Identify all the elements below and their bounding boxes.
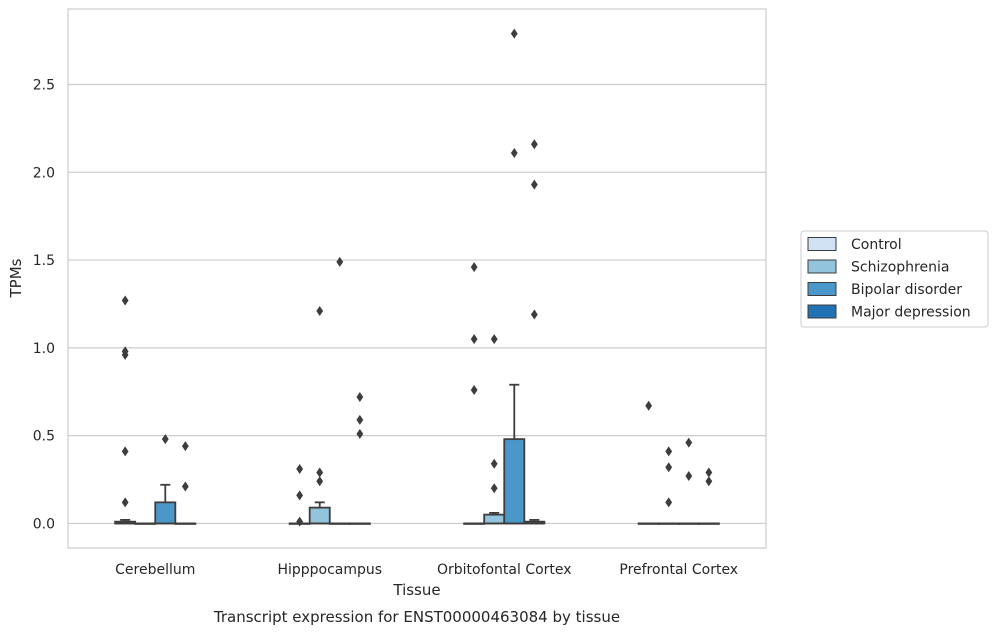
- legend: Control Schizophrenia Bipolar disorder Majo…: [800, 230, 989, 328]
- outliers: [121, 28, 713, 527]
- box-group: [697, 522, 720, 525]
- chart-caption: Transcript expression for ENST0000046308…: [213, 608, 620, 626]
- outlier-point: [356, 392, 364, 403]
- outlier-point: [645, 400, 653, 411]
- box-group: [523, 519, 546, 525]
- outlier-point: [510, 28, 518, 39]
- box-body: [154, 501, 177, 525]
- outlier-point: [705, 476, 713, 487]
- y-tick-label: 0.0: [33, 516, 55, 532]
- box-group: [483, 511, 506, 525]
- legend-label: Schizophrenia: [851, 260, 949, 276]
- y-tick-label: 2.5: [33, 77, 55, 93]
- outlier-point: [121, 295, 129, 306]
- box-group: [174, 522, 197, 525]
- outlier-point: [356, 428, 364, 439]
- y-tick-label: 0.5: [33, 429, 55, 445]
- outlier-point: [470, 334, 478, 345]
- outlier-point: [316, 467, 324, 478]
- legend-label: Control: [851, 237, 902, 253]
- outlier-point: [296, 490, 304, 501]
- legend-swatch: [807, 304, 837, 319]
- outlier-point: [490, 458, 498, 469]
- outlier-point: [356, 414, 364, 425]
- legend-frame: [800, 230, 989, 328]
- outlier-point: [530, 309, 538, 320]
- x-tick-label: Cerebellum: [115, 562, 195, 578]
- outlier-point: [490, 483, 498, 494]
- outlier-point: [685, 437, 693, 448]
- y-tick-label: 1.5: [33, 253, 55, 269]
- box-group: [637, 522, 660, 525]
- legend-swatch: [807, 259, 837, 274]
- legend-label: Bipolar disorder: [851, 282, 962, 298]
- x-tick-label: Prefrontal Cortex: [619, 562, 738, 578]
- box-group: [154, 483, 177, 525]
- x-axis-title: Tissue: [392, 581, 440, 599]
- x-tick-labels: Cerebellum Hipppocampus Orbitofontal Corte…: [115, 562, 738, 578]
- box-body: [503, 438, 526, 525]
- outlier-point: [336, 256, 344, 267]
- outlier-point: [296, 463, 304, 474]
- outlier-point: [316, 305, 324, 316]
- x-tick-label: Hipppocampus: [277, 562, 382, 578]
- x-tick-label: Orbitofontal Cortex: [437, 562, 572, 578]
- y-tick-labels: 0.0 0.5 1.0 1.5 2.0 2.5: [33, 77, 55, 532]
- box-group: [657, 522, 680, 525]
- outlier-point: [530, 179, 538, 190]
- outlier-point: [490, 334, 498, 345]
- box-group: [328, 522, 351, 525]
- box-group: [463, 522, 486, 525]
- outlier-point: [316, 476, 324, 487]
- outlier-point: [161, 434, 169, 445]
- boxes: [114, 383, 720, 525]
- box-group: [503, 383, 526, 525]
- legend-label: Major depression: [851, 305, 971, 321]
- outlier-point: [685, 471, 693, 482]
- outlier-point: [296, 516, 304, 527]
- outlier-point: [470, 262, 478, 273]
- box-group: [134, 522, 157, 525]
- plot-area: [67, 8, 767, 549]
- outlier-point: [510, 147, 518, 158]
- box-group: [348, 522, 371, 525]
- outlier-point: [530, 139, 538, 150]
- outlier-point: [121, 446, 129, 457]
- outlier-point: [665, 446, 673, 457]
- y-axis-title: TPMs: [7, 258, 25, 298]
- outlier-point: [665, 497, 673, 508]
- outlier-point: [181, 441, 189, 452]
- box-body: [308, 506, 331, 525]
- box-body: [483, 513, 506, 525]
- outlier-point: [121, 346, 129, 357]
- legend-swatch: [807, 282, 837, 296]
- y-tick-label: 2.0: [33, 165, 55, 181]
- legend-swatch: [807, 237, 837, 251]
- outlier-point: [470, 384, 478, 395]
- y-tick-label: 1.0: [33, 341, 55, 357]
- outlier-point: [181, 481, 189, 492]
- outlier-point: [705, 467, 713, 478]
- box-group: [308, 501, 331, 525]
- outlier-point: [121, 497, 129, 508]
- outlier-point: [665, 462, 673, 473]
- box-group: [677, 522, 700, 525]
